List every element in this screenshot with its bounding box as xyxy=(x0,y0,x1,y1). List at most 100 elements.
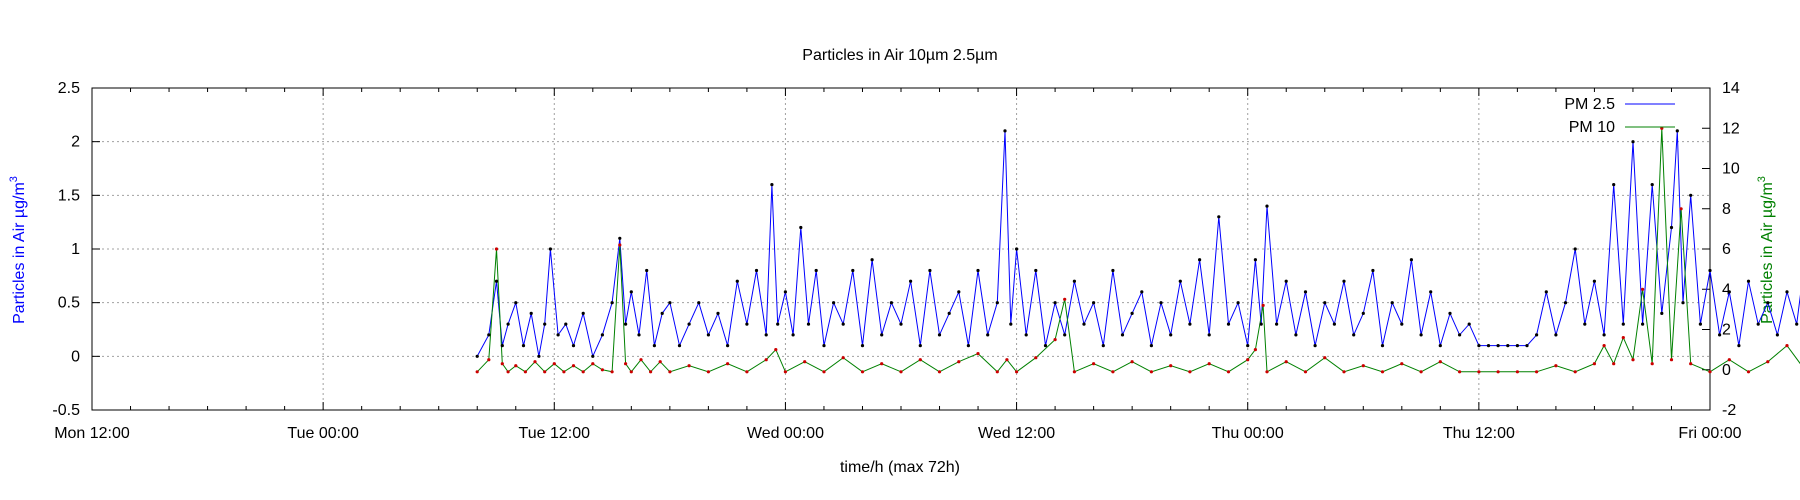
data-point xyxy=(1361,311,1365,315)
data-point xyxy=(937,370,942,374)
data-point xyxy=(1149,344,1153,348)
x-tick-label: Tue 12:00 xyxy=(519,425,591,442)
data-point xyxy=(1380,344,1385,348)
data-point xyxy=(1689,193,1693,197)
data-point xyxy=(1727,358,1731,362)
data-point xyxy=(591,362,595,366)
data-point xyxy=(1111,268,1115,273)
data-point xyxy=(1284,279,1288,283)
x-tick-label: Thu 00:00 xyxy=(1212,425,1284,442)
data-point xyxy=(1034,268,1038,273)
data-point xyxy=(957,360,961,364)
data-point xyxy=(880,362,884,366)
data-point xyxy=(521,344,526,348)
data-point xyxy=(1323,301,1327,305)
data-point xyxy=(1458,333,1462,337)
data-point xyxy=(1506,344,1510,348)
left-tick-label: 2.5 xyxy=(58,80,80,97)
data-point xyxy=(639,358,643,362)
right-tick-label: 4 xyxy=(1722,281,1731,298)
data-point xyxy=(500,362,504,366)
right-tick-label: 10 xyxy=(1722,161,1740,178)
data-point xyxy=(1641,322,1645,326)
data-point xyxy=(1015,247,1019,251)
data-point xyxy=(697,301,701,305)
data-point xyxy=(880,333,884,337)
data-point xyxy=(1419,333,1423,337)
series-layer xyxy=(475,126,1800,374)
data-point xyxy=(1535,333,1539,337)
data-point xyxy=(851,268,855,273)
data-point xyxy=(1400,322,1404,326)
data-point xyxy=(543,370,547,374)
data-point xyxy=(841,356,845,360)
data-point xyxy=(1554,333,1558,337)
data-point xyxy=(610,370,614,374)
data-point xyxy=(523,370,528,374)
data-point xyxy=(618,243,622,247)
data-point xyxy=(957,290,961,294)
x-tick-label: Fri 00:00 xyxy=(1678,425,1741,442)
data-point xyxy=(706,370,711,374)
data-point xyxy=(1631,358,1635,362)
data-point xyxy=(1554,364,1558,368)
data-point xyxy=(660,311,664,315)
data-point xyxy=(1458,370,1462,374)
data-point xyxy=(1294,333,1298,337)
data-point xyxy=(706,333,711,337)
legend: PM 2.5 PM 10 xyxy=(1564,96,1675,136)
data-point xyxy=(832,301,836,305)
data-point xyxy=(770,183,774,187)
data-point xyxy=(776,322,780,326)
data-point xyxy=(1332,322,1336,326)
data-point xyxy=(1063,333,1067,337)
data-point xyxy=(1669,225,1674,230)
data-point xyxy=(1650,183,1654,187)
data-point xyxy=(506,322,510,326)
data-point xyxy=(1130,311,1134,315)
data-point xyxy=(556,333,560,337)
data-point xyxy=(1775,333,1779,337)
data-point xyxy=(581,370,585,374)
data-point xyxy=(1785,344,1789,348)
x-tick-label: Wed 00:00 xyxy=(747,425,824,442)
data-point xyxy=(986,333,990,337)
right-tick-label: 2 xyxy=(1722,322,1731,339)
data-point xyxy=(1169,364,1173,368)
data-point xyxy=(564,322,568,326)
data-point xyxy=(1034,356,1038,360)
data-point xyxy=(937,333,942,337)
data-point xyxy=(1092,301,1096,305)
data-point xyxy=(1602,333,1606,337)
data-point xyxy=(1660,126,1664,130)
data-point xyxy=(562,370,566,374)
data-point xyxy=(548,247,553,251)
data-point xyxy=(1246,344,1250,348)
data-point xyxy=(1467,322,1471,326)
left-tick-label: 0.5 xyxy=(58,295,80,312)
data-point xyxy=(1003,129,1007,133)
data-point xyxy=(1207,333,1211,337)
data-point xyxy=(806,322,811,326)
data-point xyxy=(494,279,499,283)
right-tick-label: 14 xyxy=(1722,80,1740,97)
data-point xyxy=(1207,362,1211,366)
data-point xyxy=(1111,370,1115,374)
data-point xyxy=(1072,279,1076,283)
grid-lines xyxy=(92,88,1710,410)
x-axis: Mon 12:00 Tue 00:00 Tue 12:00 Wed 00:00 Wed … xyxy=(54,88,1742,442)
data-point xyxy=(947,311,951,315)
data-point xyxy=(1486,344,1491,348)
data-point xyxy=(841,322,845,326)
right-axis: -2 0 2 4 6 8 10 12 14 xyxy=(1702,80,1740,419)
data-point xyxy=(500,344,504,348)
data-point xyxy=(658,360,662,364)
data-point xyxy=(799,225,803,230)
data-point xyxy=(1053,338,1057,342)
data-point xyxy=(1612,183,1616,187)
y-axis-right-label: Particles in Air µg/m3 xyxy=(1756,176,1776,324)
data-point xyxy=(918,344,922,348)
data-point xyxy=(1631,140,1635,144)
data-point xyxy=(581,311,585,315)
